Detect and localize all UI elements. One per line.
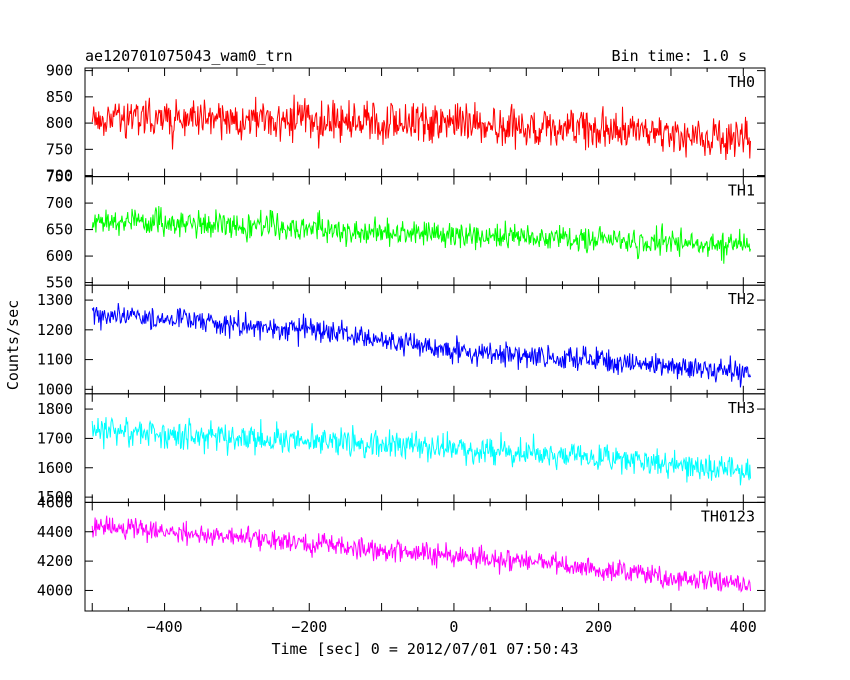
- x-tick-label: 400: [730, 618, 757, 636]
- y-axis-label: Counts/sec: [4, 300, 22, 390]
- y-tick-label: 1500: [37, 488, 73, 506]
- x-tick-label: −400: [147, 618, 183, 636]
- y-tick-label: 850: [46, 88, 73, 106]
- series-line-th1: [91, 205, 751, 264]
- y-tick-label: 1100: [37, 351, 73, 369]
- panel-label-th2: TH2: [728, 290, 755, 308]
- y-tick-label: 750: [46, 140, 73, 158]
- series-line-th2: [91, 302, 751, 388]
- y-tick-label: 4200: [37, 552, 73, 570]
- panels: 700750800850900TH0550600650700750TH11000…: [37, 62, 766, 636]
- y-tick-label: 800: [46, 114, 73, 132]
- panel-label-th0123: TH0123: [701, 507, 755, 525]
- x-axis-label: Time [sec] 0 = 2012/07/01 07:50:43: [271, 640, 578, 658]
- series-line-th0: [91, 94, 751, 161]
- panel-th0123: 4000 4200 4400 4600 TH0123: [37, 493, 766, 612]
- panel-frame: [84, 393, 766, 503]
- panel-label-th3: TH3: [728, 399, 755, 417]
- panel-label-th0: TH0: [728, 73, 755, 91]
- panel-frame: [84, 501, 766, 612]
- y-tick-label: 650: [46, 221, 73, 239]
- panel-th3: 1500 1600 1700 1800 TH3: [37, 393, 766, 506]
- y-tick-label: 4000: [37, 581, 73, 599]
- series-line-th0123: [91, 515, 751, 593]
- y-tick-label: 550: [46, 274, 73, 292]
- x-tick-label: 200: [585, 618, 612, 636]
- panel-th2: 1000 1100 1200 1300 TH2: [37, 284, 766, 398]
- y-tick-label: 1700: [37, 429, 73, 447]
- y-tick-label: 750: [46, 168, 73, 186]
- y-tick-label: 1300: [37, 291, 73, 309]
- bin-time-label: Bin time: 1.0 s: [612, 47, 747, 65]
- y-tick-label: 600: [46, 247, 73, 265]
- y-tick-label: 700: [46, 194, 73, 212]
- x-tick-label: 0: [449, 618, 458, 636]
- y-tick-label: 1000: [37, 380, 73, 398]
- panel-label-th1: TH1: [728, 182, 755, 200]
- chart-title: ae120701075043_wam0_trn: [85, 47, 293, 65]
- y-tick-label: 1200: [37, 321, 73, 339]
- y-tick-label: 1600: [37, 459, 73, 477]
- y-tick-label: 900: [46, 62, 73, 80]
- x-tick-label: −200: [291, 618, 327, 636]
- series-line-th3: [91, 416, 751, 486]
- y-tick-label: 1800: [37, 400, 73, 418]
- y-tick-label: 700: [46, 167, 73, 185]
- y-tick-label: 4400: [37, 523, 73, 541]
- y-tick-label: 4600: [37, 493, 73, 511]
